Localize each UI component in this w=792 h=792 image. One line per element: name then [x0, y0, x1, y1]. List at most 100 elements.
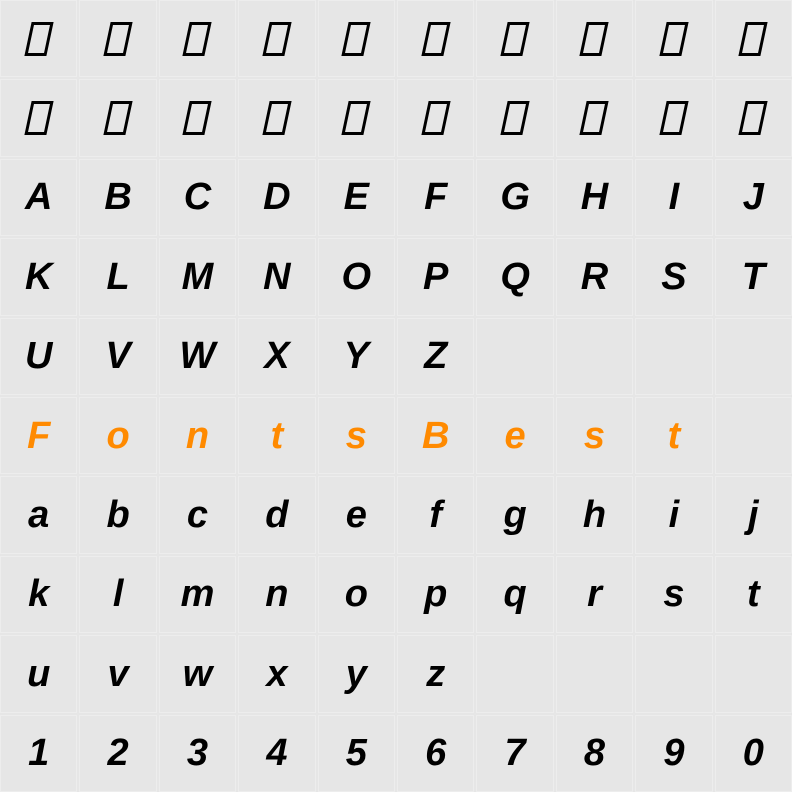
glyph-cell: A [0, 159, 77, 236]
glyph-cell: s [318, 397, 395, 474]
glyph-cell: b [79, 476, 156, 553]
glyph-cell [556, 79, 633, 156]
glyph-cell: d [238, 476, 315, 553]
glyph-cell: Q [476, 238, 553, 315]
glyph-cell [635, 318, 712, 395]
glyph-char: F [424, 178, 447, 216]
glyph-char: i [669, 496, 680, 534]
glyph-char: s [346, 417, 367, 455]
glyph-char: v [108, 655, 129, 693]
placeholder-glyph-icon [262, 101, 291, 135]
glyph-cell: 8 [556, 715, 633, 792]
placeholder-glyph-icon [500, 22, 529, 56]
glyph-cell [715, 397, 792, 474]
glyph-cell: p [397, 556, 474, 633]
glyph-cell: V [79, 318, 156, 395]
glyph-cell [715, 79, 792, 156]
glyph-cell [635, 79, 712, 156]
glyph-cell: v [79, 635, 156, 712]
glyph-cell [159, 0, 236, 77]
glyph-cell: o [318, 556, 395, 633]
glyph-cell: t [635, 397, 712, 474]
glyph-char: V [105, 337, 130, 375]
glyph-char: 4 [266, 734, 287, 772]
placeholder-glyph-icon [24, 101, 53, 135]
glyph-char: l [113, 575, 124, 613]
glyph-char: 0 [743, 734, 764, 772]
glyph-cell: T [715, 238, 792, 315]
placeholder-glyph-icon [659, 101, 688, 135]
glyph-char: h [583, 496, 606, 534]
glyph-char: n [186, 417, 209, 455]
glyph-cell: S [635, 238, 712, 315]
glyph-grid: ABCDEFGHIJKLMNOPQRSTUVWXYZFontsBestabcde… [0, 0, 792, 792]
glyph-char: o [345, 575, 368, 613]
glyph-char: f [429, 496, 442, 534]
glyph-cell: Z [397, 318, 474, 395]
glyph-char: F [27, 417, 50, 455]
glyph-char: k [28, 575, 49, 613]
glyph-char: o [106, 417, 129, 455]
placeholder-glyph-icon [739, 101, 768, 135]
glyph-cell [556, 635, 633, 712]
glyph-cell: s [635, 556, 712, 633]
glyph-cell: 2 [79, 715, 156, 792]
glyph-cell: I [635, 159, 712, 236]
glyph-char: G [500, 178, 530, 216]
glyph-cell: a [0, 476, 77, 553]
glyph-cell: 3 [159, 715, 236, 792]
glyph-cell [318, 0, 395, 77]
glyph-char: w [183, 655, 213, 693]
placeholder-glyph-icon [183, 22, 212, 56]
glyph-cell: O [318, 238, 395, 315]
glyph-cell: R [556, 238, 633, 315]
glyph-cell [397, 79, 474, 156]
glyph-char: B [104, 178, 131, 216]
glyph-cell: 1 [0, 715, 77, 792]
glyph-char: t [668, 417, 681, 455]
glyph-char: j [748, 496, 759, 534]
glyph-char: Q [500, 258, 530, 296]
glyph-cell: 9 [635, 715, 712, 792]
glyph-char: D [263, 178, 290, 216]
placeholder-glyph-icon [342, 22, 371, 56]
glyph-cell: k [0, 556, 77, 633]
glyph-char: Z [424, 337, 447, 375]
glyph-char: s [663, 575, 684, 613]
glyph-cell [556, 318, 633, 395]
glyph-cell [318, 79, 395, 156]
glyph-cell: B [397, 397, 474, 474]
glyph-cell: t [238, 397, 315, 474]
glyph-char: J [743, 178, 764, 216]
glyph-char: c [187, 496, 208, 534]
glyph-char: I [669, 178, 680, 216]
glyph-char: N [263, 258, 290, 296]
glyph-cell: n [159, 397, 236, 474]
glyph-cell: t [715, 556, 792, 633]
glyph-char: 8 [584, 734, 605, 772]
glyph-cell: N [238, 238, 315, 315]
glyph-char: Y [344, 337, 369, 375]
placeholder-glyph-icon [183, 101, 212, 135]
glyph-char: e [346, 496, 367, 534]
placeholder-glyph-icon [500, 101, 529, 135]
glyph-cell: r [556, 556, 633, 633]
glyph-char: y [346, 655, 367, 693]
glyph-char: L [106, 258, 129, 296]
glyph-cell [635, 0, 712, 77]
glyph-char: t [271, 417, 284, 455]
glyph-char: d [265, 496, 288, 534]
glyph-cell [476, 635, 553, 712]
glyph-cell [238, 79, 315, 156]
glyph-char: X [264, 337, 289, 375]
placeholder-glyph-icon [580, 101, 609, 135]
glyph-char: T [742, 258, 765, 296]
glyph-cell: y [318, 635, 395, 712]
glyph-char: 7 [505, 734, 526, 772]
glyph-cell: q [476, 556, 553, 633]
glyph-cell: 5 [318, 715, 395, 792]
glyph-cell: M [159, 238, 236, 315]
glyph-char: n [265, 575, 288, 613]
glyph-cell [79, 0, 156, 77]
glyph-char: t [747, 575, 760, 613]
